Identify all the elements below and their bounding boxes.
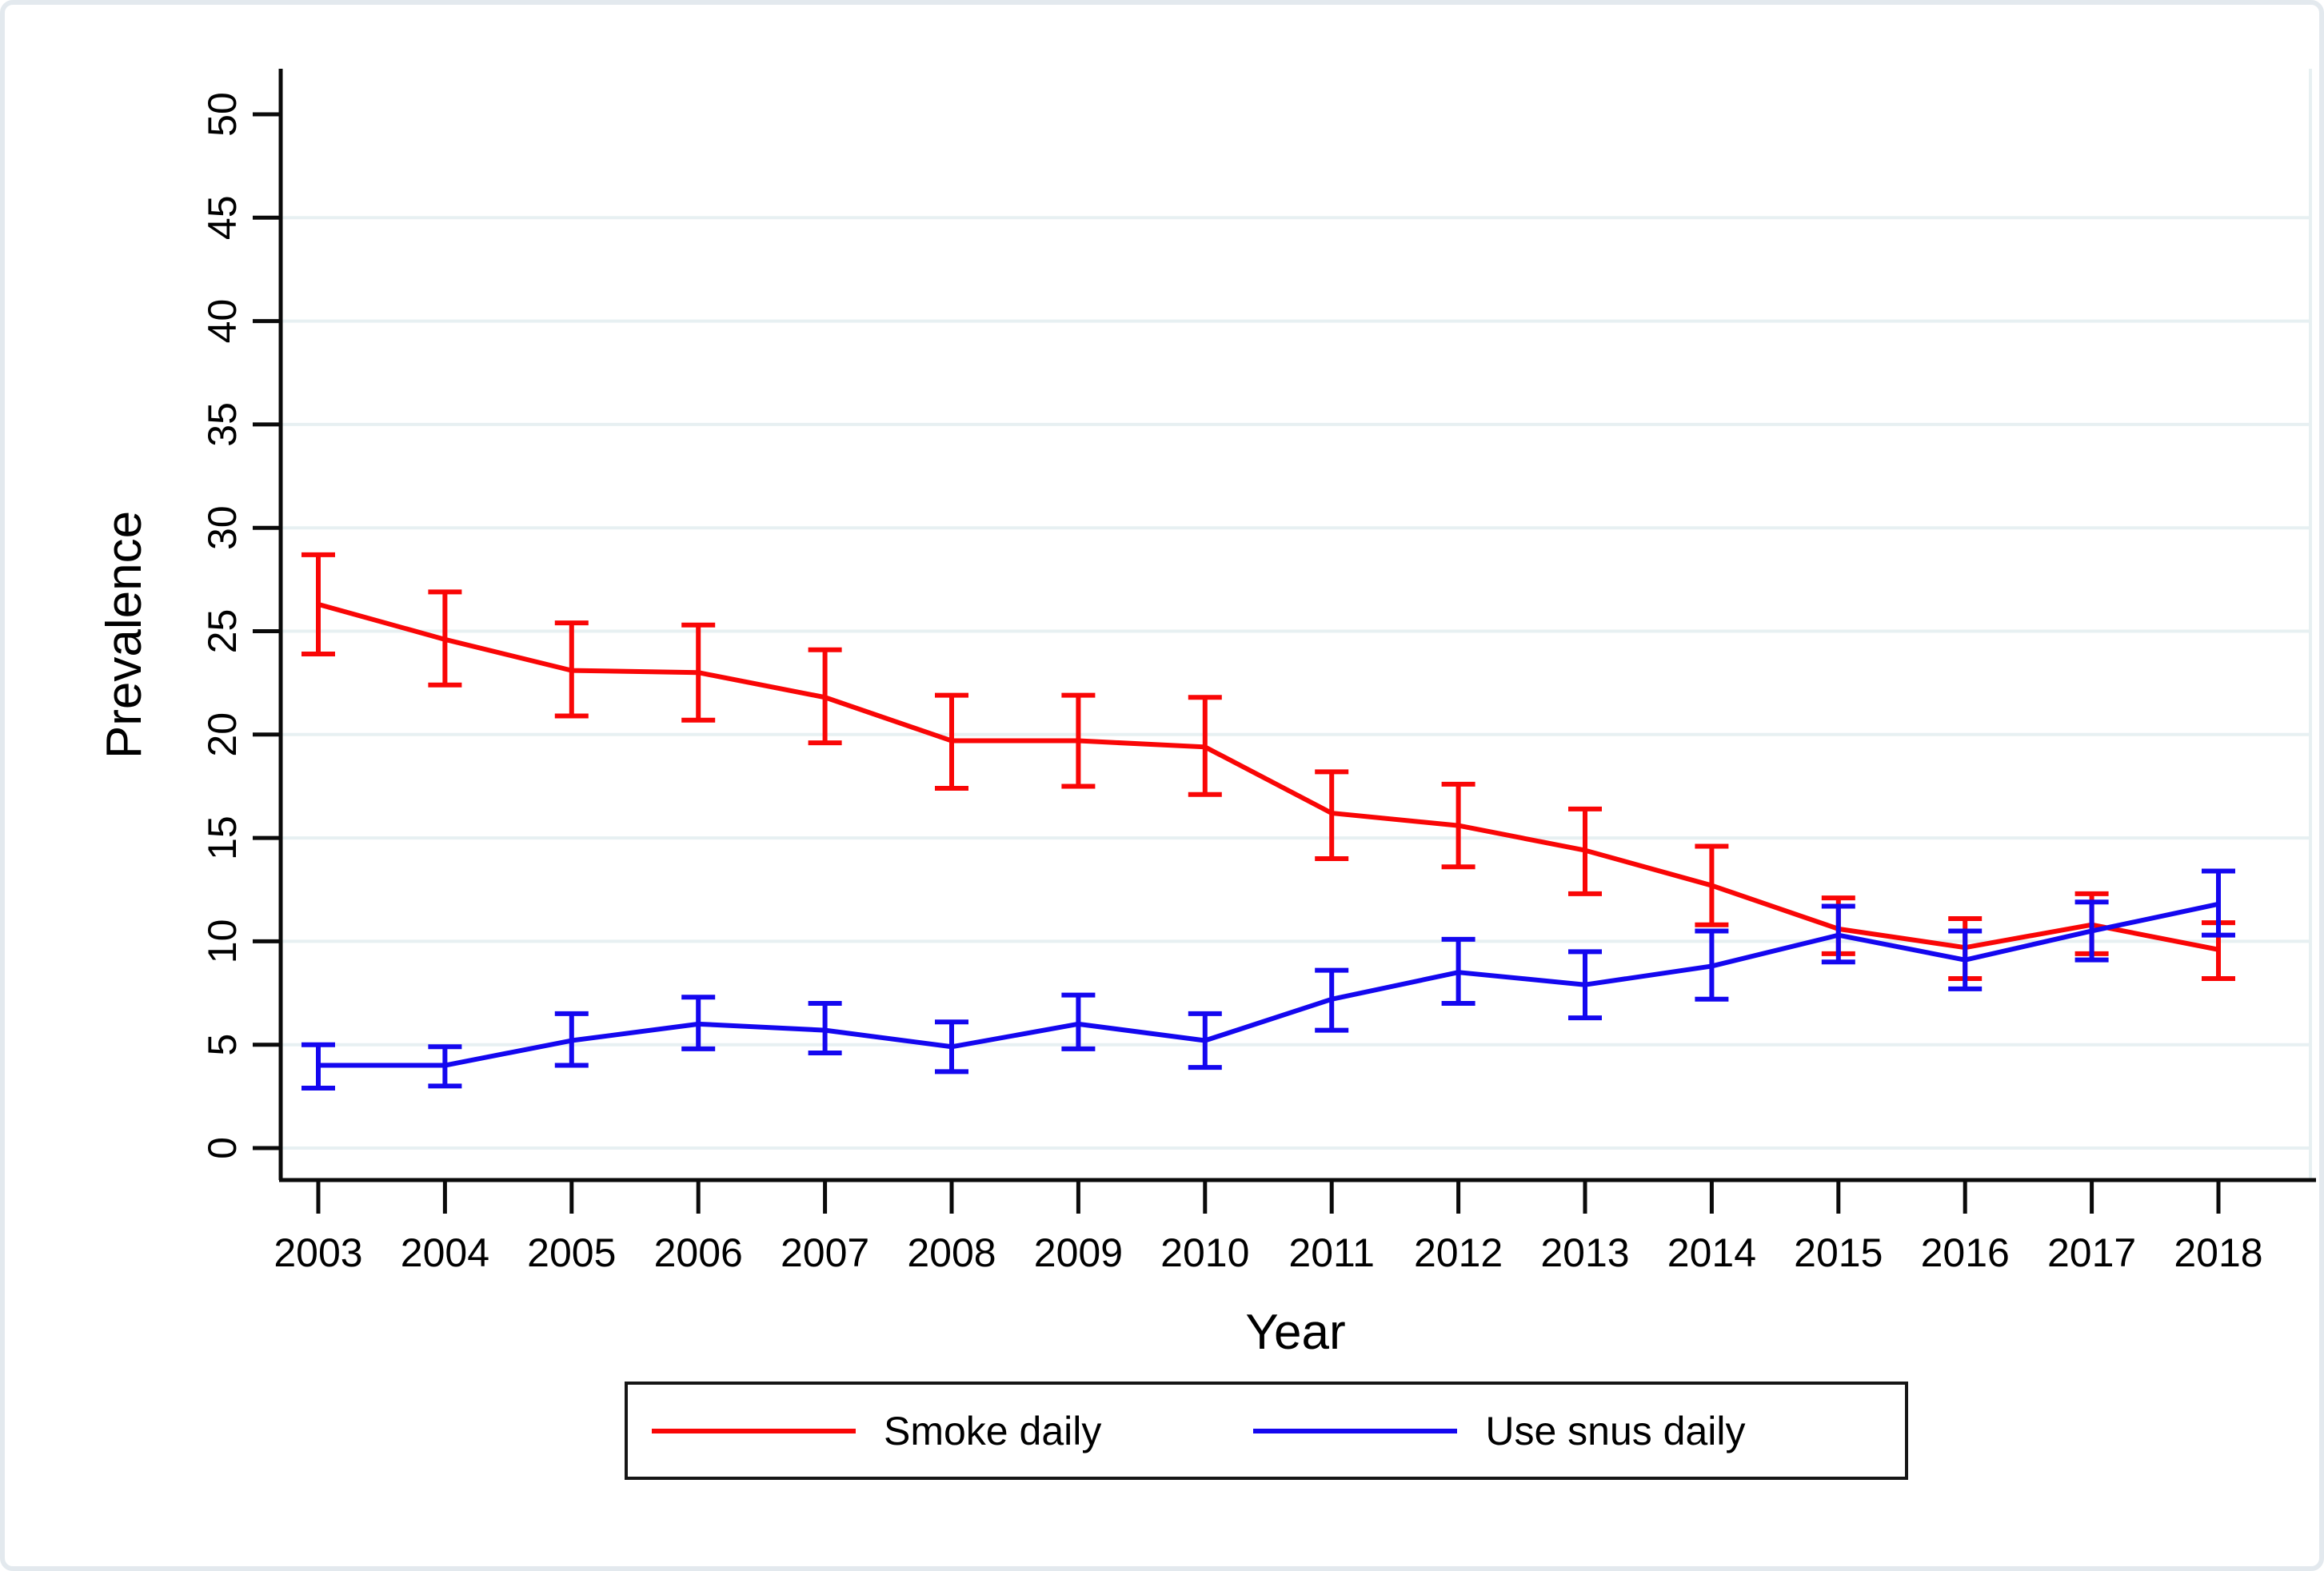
y-tick-label: 25: [200, 609, 245, 654]
x-axis-title: Year: [1245, 1305, 1346, 1360]
y-tick-label: 10: [200, 919, 245, 964]
x-tick-label: 2011: [1288, 1230, 1375, 1275]
y-tick-label: 35: [200, 402, 245, 447]
x-tick-label: 2012: [1414, 1230, 1503, 1275]
y-tick-label: 30: [200, 505, 245, 550]
x-tick-label: 2008: [907, 1230, 996, 1275]
x-tick-label: 2016: [1921, 1230, 2010, 1275]
x-tick-label: 2009: [1034, 1230, 1123, 1275]
series-line-smoke-daily: [316, 601, 2221, 952]
y-tick-label: 0: [200, 1137, 245, 1159]
x-tick-label: 2007: [781, 1230, 869, 1275]
x-tick-label: 2003: [274, 1230, 362, 1275]
y-tick-label: 15: [200, 815, 245, 860]
y-tick-label: 40: [200, 299, 245, 344]
x-tick-label: 2005: [527, 1230, 616, 1275]
x-tick-label: 2006: [654, 1230, 743, 1275]
x-tick-label: 2018: [2174, 1230, 2262, 1275]
y-tick-label: 5: [200, 1034, 245, 1056]
legend-label-use-snus-daily: Use snus daily: [1485, 1408, 1746, 1453]
legend-label-smoke-daily: Smoke daily: [884, 1408, 1102, 1453]
y-tick-label: 50: [200, 92, 245, 137]
y-axis-title: Prevalence: [97, 510, 152, 760]
chart-canvas: 0 5 10 15 20 25 30 35 40 45 50 2003 2004 2005 2006 2007…: [200, 69, 2316, 1275]
x-tick-label: 2017: [2047, 1230, 2136, 1275]
legend: Smoke daily Use snus daily: [625, 1382, 1908, 1480]
series-line-use-snus-daily: [316, 901, 2221, 1068]
x-tick-label: 2015: [1794, 1230, 1883, 1275]
x-tick-label: 2010: [1160, 1230, 1249, 1275]
x-tick-label: 2013: [1540, 1230, 1629, 1275]
legend-line-smoke-daily: [652, 1428, 856, 1433]
y-tick-label: 20: [200, 712, 245, 757]
x-tick-label: 2014: [1667, 1230, 1756, 1275]
legend-line-use-snus-daily: [1253, 1428, 1458, 1433]
x-tick-label: 2004: [401, 1230, 489, 1275]
y-tick-label: 45: [200, 195, 245, 240]
